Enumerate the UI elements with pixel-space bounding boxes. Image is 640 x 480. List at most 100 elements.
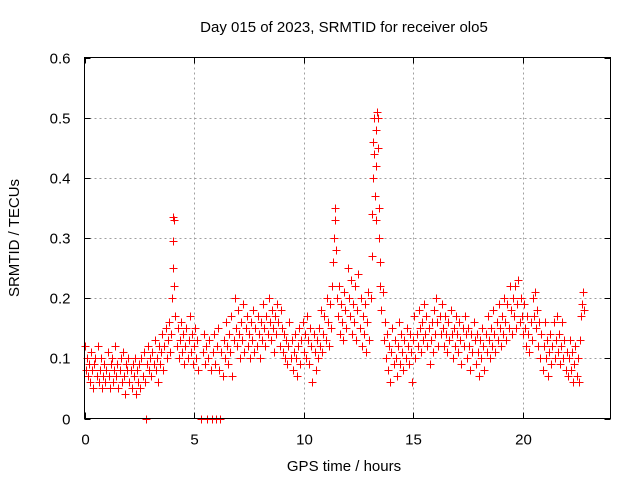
data-point xyxy=(488,342,497,351)
data-point xyxy=(88,366,97,375)
data-point xyxy=(121,390,130,399)
data-point xyxy=(225,330,234,339)
data-point xyxy=(326,300,335,309)
data-point xyxy=(231,294,240,303)
data-point xyxy=(350,318,359,327)
data-point xyxy=(146,354,155,363)
data-point xyxy=(173,342,182,351)
data-point xyxy=(304,336,313,345)
data-point xyxy=(228,372,237,381)
data-point xyxy=(302,354,311,363)
data-point xyxy=(337,300,346,309)
data-point xyxy=(118,378,127,387)
data-point xyxy=(472,360,481,369)
data-point xyxy=(546,330,555,339)
data-point xyxy=(205,336,214,345)
data-point xyxy=(201,360,210,369)
chart-title: Day 015 of 2023, SRMTID for receiver olo… xyxy=(200,19,488,36)
data-point xyxy=(87,348,96,357)
data-point xyxy=(200,330,209,339)
data-point xyxy=(101,378,110,387)
data-point xyxy=(296,360,305,369)
data-point xyxy=(223,342,232,351)
data-point xyxy=(558,318,567,327)
data-point xyxy=(277,306,286,315)
data-point xyxy=(299,318,308,327)
data-point xyxy=(184,354,193,363)
data-point xyxy=(238,336,247,345)
y-tick-label: 0.1 xyxy=(50,351,71,368)
data-point xyxy=(100,360,109,369)
data-point xyxy=(240,348,249,357)
data-point xyxy=(329,258,338,267)
data-point xyxy=(416,324,425,333)
data-point xyxy=(269,324,278,333)
data-point xyxy=(432,294,441,303)
data-point xyxy=(357,294,366,303)
data-point xyxy=(255,330,264,339)
data-point xyxy=(331,216,340,225)
data-point xyxy=(503,300,512,309)
data-point xyxy=(162,324,171,333)
data-point xyxy=(551,354,560,363)
data-point xyxy=(204,354,213,363)
data-point xyxy=(376,282,385,291)
data-point xyxy=(244,342,253,351)
data-point xyxy=(222,318,231,327)
data-point xyxy=(133,366,142,375)
data-point xyxy=(394,342,403,351)
data-point xyxy=(404,342,413,351)
data-point xyxy=(565,354,574,363)
data-point xyxy=(369,138,378,147)
data-point xyxy=(450,324,459,333)
data-point xyxy=(291,330,300,339)
data-point xyxy=(351,282,360,291)
data-point xyxy=(84,372,93,381)
data-point xyxy=(272,330,281,339)
data-point xyxy=(511,282,520,291)
data-point xyxy=(140,348,149,357)
data-point xyxy=(392,354,401,363)
data-point xyxy=(500,294,509,303)
data-point xyxy=(421,330,430,339)
data-point xyxy=(368,252,377,261)
data-point xyxy=(374,114,383,123)
data-point xyxy=(541,318,550,327)
data-point xyxy=(537,330,546,339)
data-point xyxy=(577,312,586,321)
data-point xyxy=(104,348,113,357)
data-point xyxy=(192,354,201,363)
data-point xyxy=(114,384,123,393)
data-point xyxy=(132,390,141,399)
data-point xyxy=(98,384,107,393)
data-point xyxy=(345,294,354,303)
data-point xyxy=(324,318,333,327)
data-point xyxy=(554,348,563,357)
data-point xyxy=(102,366,111,375)
data-point xyxy=(211,360,220,369)
data-point xyxy=(210,330,219,339)
data-point xyxy=(525,348,534,357)
data-point xyxy=(81,342,90,351)
data-point xyxy=(169,264,178,273)
data-point xyxy=(420,300,429,309)
data-point xyxy=(487,324,496,333)
data-point xyxy=(139,372,148,381)
data-point xyxy=(372,126,381,135)
y-axis-label: SRMTID / TECUs xyxy=(6,179,23,297)
data-point xyxy=(552,336,561,345)
data-point xyxy=(480,366,489,375)
data-point xyxy=(290,348,299,357)
data-point xyxy=(405,360,414,369)
data-point xyxy=(338,318,347,327)
data-point xyxy=(322,336,331,345)
data-point xyxy=(248,336,257,345)
data-point xyxy=(163,354,172,363)
data-point xyxy=(365,336,374,345)
data-point xyxy=(486,354,495,363)
data-point xyxy=(531,288,540,297)
data-point xyxy=(507,306,516,315)
data-point xyxy=(540,342,549,351)
data-point xyxy=(331,204,340,213)
data-point xyxy=(374,144,383,153)
